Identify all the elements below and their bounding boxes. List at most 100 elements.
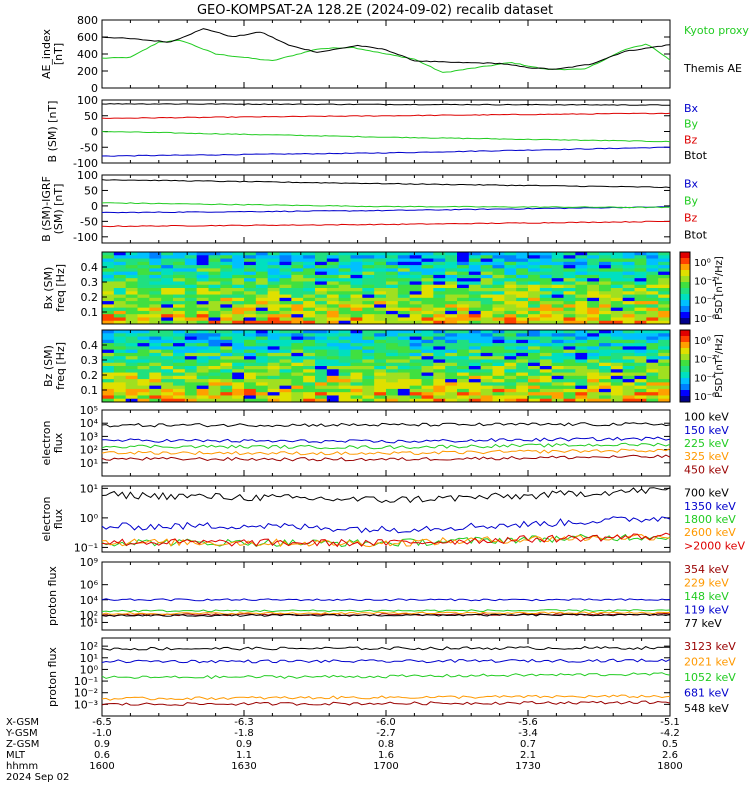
heatmap-cell xyxy=(587,258,600,263)
legend-label: 681 keV xyxy=(684,687,729,700)
heatmap-cell xyxy=(113,382,127,387)
heatmap-cell xyxy=(551,339,564,344)
heatmap-cell xyxy=(386,258,399,263)
heatmap-cell xyxy=(433,398,446,403)
heatmap-cell xyxy=(291,352,304,357)
heatmap-cell xyxy=(137,336,150,341)
heatmap-cell xyxy=(149,271,162,276)
heatmap-cell xyxy=(610,375,624,380)
heatmap-cell xyxy=(433,317,446,322)
heatmap-cell xyxy=(492,320,505,325)
heatmap-cell xyxy=(528,261,541,266)
heatmap-cell xyxy=(634,333,647,338)
y-tick-label: 10¹ xyxy=(80,482,98,495)
heatmap-cell xyxy=(504,314,517,318)
heatmap-cell xyxy=(149,398,162,403)
heatmap-cell xyxy=(539,265,553,269)
heatmap-cell xyxy=(137,398,150,403)
heatmap-cell xyxy=(137,379,150,383)
heatmap-cell xyxy=(362,343,375,347)
heatmap-cell xyxy=(658,268,671,273)
heatmap-cell xyxy=(267,255,280,260)
heatmap-cell xyxy=(622,320,635,325)
heatmap-cell xyxy=(137,346,150,351)
heatmap-cell xyxy=(397,333,411,338)
heatmap-cell xyxy=(634,274,647,279)
heatmap-cell xyxy=(267,320,280,325)
heatmap-cell xyxy=(599,268,612,273)
heatmap-cell xyxy=(599,294,612,299)
heatmap-cell xyxy=(599,271,612,276)
heatmap-cell xyxy=(528,294,541,299)
heatmap-cell xyxy=(504,398,517,403)
heatmap-cell xyxy=(457,252,470,256)
heatmap-cell xyxy=(184,268,198,273)
x-tick-label: -5.1 xyxy=(660,717,680,728)
heatmap-cell xyxy=(563,294,576,299)
heatmap-cell xyxy=(244,382,257,387)
legend-label: 148 keV xyxy=(684,590,729,603)
y-axis-label: electron xyxy=(40,421,53,466)
heatmap-cell xyxy=(279,349,292,354)
heatmap-cell xyxy=(184,252,198,256)
heatmap-cell xyxy=(587,281,600,286)
heatmap-cell xyxy=(433,336,446,341)
heatmap-cell xyxy=(421,339,434,344)
heatmap-cell xyxy=(563,288,576,292)
heatmap-cell xyxy=(658,271,671,276)
heatmap-cell xyxy=(457,320,470,325)
heatmap-cell xyxy=(374,343,387,347)
heatmap-cell xyxy=(291,388,304,393)
heatmap-cell xyxy=(149,359,162,364)
heatmap-cell xyxy=(622,359,635,364)
heatmap-cell xyxy=(196,398,209,403)
heatmap-cell xyxy=(255,281,269,286)
heatmap-cell xyxy=(468,392,482,396)
heatmap-cell xyxy=(516,281,529,286)
heatmap-cell xyxy=(528,369,541,374)
heatmap-cell xyxy=(480,281,493,286)
heatmap-cell xyxy=(137,339,150,344)
heatmap-cell xyxy=(208,265,221,269)
colorbar-segment xyxy=(680,276,690,283)
heatmap-cell xyxy=(338,255,351,260)
heatmap-cell xyxy=(113,307,127,312)
heatmap-cell xyxy=(445,278,458,282)
series-line xyxy=(101,658,671,664)
heatmap-cell xyxy=(161,314,174,318)
heatmap-cell xyxy=(528,314,541,318)
heatmap-cell xyxy=(137,392,150,396)
heatmap-cell xyxy=(646,314,659,318)
heatmap-cell xyxy=(196,304,209,309)
heatmap-cell xyxy=(315,314,328,318)
heatmap-cell xyxy=(551,252,564,256)
heatmap-cell xyxy=(291,349,304,354)
heatmap-cell xyxy=(516,307,529,312)
heatmap-cell xyxy=(528,255,541,260)
heatmap-cell xyxy=(563,255,576,260)
heatmap-cell xyxy=(587,301,600,305)
heatmap-cell xyxy=(433,346,446,351)
heatmap-cell xyxy=(267,310,280,315)
heatmap-cell xyxy=(468,369,482,374)
heatmap-cell xyxy=(421,379,434,383)
y-axis-label: flux xyxy=(52,508,65,529)
heatmap-cell xyxy=(634,284,647,289)
heatmap-cell xyxy=(291,304,304,309)
heatmap-cell xyxy=(563,356,576,360)
heatmap-cell xyxy=(457,255,470,260)
heatmap-cell xyxy=(102,320,115,325)
heatmap-cell xyxy=(267,379,280,383)
heatmap-cell xyxy=(350,261,363,266)
colorbar-segment xyxy=(680,312,690,319)
heatmap-cell xyxy=(646,369,659,374)
heatmap-cell xyxy=(326,294,340,299)
heatmap-cell xyxy=(267,314,280,318)
heatmap-cell xyxy=(113,265,127,269)
heatmap-cell xyxy=(255,284,269,289)
heatmap-cell xyxy=(492,356,505,360)
heatmap-cell xyxy=(113,294,127,299)
heatmap-cell xyxy=(397,265,411,269)
heatmap-cell xyxy=(291,398,304,403)
heatmap-cell xyxy=(599,265,612,269)
